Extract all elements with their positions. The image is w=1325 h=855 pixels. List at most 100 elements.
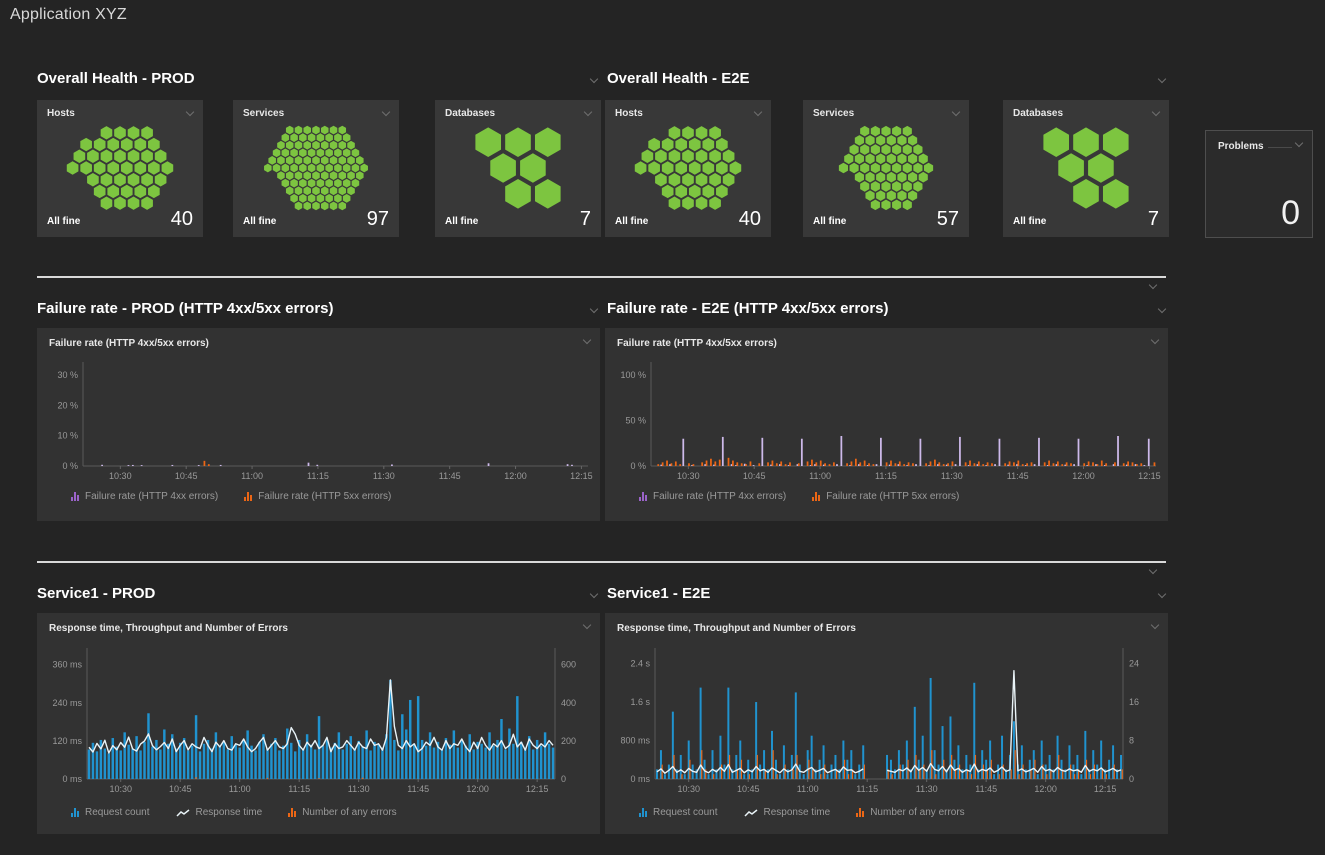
chevron-down-icon[interactable] <box>753 108 763 118</box>
svg-text:2.4 s: 2.4 s <box>630 659 650 669</box>
svg-text:12:00: 12:00 <box>1034 784 1057 794</box>
failure-e2e-chart-tile[interactable]: Failure rate (HTTP 4xx/5xx errors) 0 %50… <box>605 328 1168 521</box>
failure-prod-chart-tile[interactable]: Failure rate (HTTP 4xx/5xx errors) 0 % 10… <box>37 328 600 521</box>
legend-item[interactable]: Failure rate (HTTP 4xx errors) <box>71 491 218 502</box>
legend-label: Number of any errors <box>870 807 964 818</box>
chart-title: Response time, Throughput and Number of … <box>49 623 288 634</box>
chevron-down-icon[interactable] <box>951 108 961 118</box>
service-e2e-chart-tile[interactable]: Response time, Throughput and Number of … <box>605 613 1168 834</box>
line-icon <box>176 808 190 818</box>
section-header-overall-e2e: Overall Health - E2E <box>607 70 1169 92</box>
section-header-overall-prod: Overall Health - PROD <box>37 70 601 92</box>
svg-text:11:45: 11:45 <box>975 784 997 794</box>
bars-icon <box>812 492 820 501</box>
svg-text:10:30: 10:30 <box>109 784 132 794</box>
svg-text:50 %: 50 % <box>625 416 646 426</box>
chevron-down-icon[interactable] <box>1157 590 1167 600</box>
svg-text:10:45: 10:45 <box>175 471 198 481</box>
legend-label: Failure rate (HTTP 4xx errors) <box>653 491 786 502</box>
failure-e2e-chart-canvas: 0 %50 %100 %10:3010:4511:0011:1511:3011:… <box>605 358 1168 488</box>
chevron-down-icon[interactable] <box>589 305 599 315</box>
chevron-down-icon[interactable] <box>589 75 599 85</box>
health-tile-databases-e2e[interactable]: Databases All fine 7 <box>1003 100 1169 237</box>
section-title: Failure rate - E2E (HTTP 4xx/5xx errors) <box>607 300 889 317</box>
legend-label: Number of any errors <box>302 807 396 818</box>
section-header-failure-e2e: Failure rate - E2E (HTTP 4xx/5xx errors) <box>607 300 1169 322</box>
section-header-service-e2e: Service1 - E2E <box>607 585 1169 607</box>
failure-prod-chart-canvas: 0 %10 %20 %30 %10:3010:4511:0011:1511:30… <box>37 358 600 488</box>
tile-title: Hosts <box>615 108 643 119</box>
legend-label: Failure rate (HTTP 4xx errors) <box>85 491 218 502</box>
service-prod-chart-tile[interactable]: Response time, Throughput and Number of … <box>37 613 600 834</box>
tile-title: Services <box>243 108 284 119</box>
chevron-down-icon[interactable] <box>582 621 592 631</box>
health-tile-hosts-e2e[interactable]: Hosts All fine 40 <box>605 100 771 237</box>
problems-tile[interactable]: Problems 0 <box>1205 130 1313 238</box>
tile-status: All fine <box>1013 216 1046 227</box>
tile-count: 57 <box>937 208 959 231</box>
legend-item[interactable]: Failure rate (HTTP 5xx errors) <box>244 491 391 502</box>
chevron-down-icon[interactable] <box>1157 305 1167 315</box>
bars-icon <box>639 492 647 501</box>
honeycomb <box>1011 124 1161 212</box>
health-tile-hosts-prod[interactable]: Hosts All fine 40 <box>37 100 203 237</box>
divider <box>1268 147 1292 148</box>
svg-text:1.6 s: 1.6 s <box>630 697 650 707</box>
svg-text:240 ms: 240 ms <box>52 698 82 708</box>
svg-text:11:30: 11:30 <box>941 471 963 481</box>
svg-text:100 %: 100 % <box>620 370 646 380</box>
svg-text:12:00: 12:00 <box>466 784 489 794</box>
chevron-down-icon[interactable] <box>1148 281 1158 291</box>
svg-text:11:15: 11:15 <box>856 784 878 794</box>
bars-icon <box>856 808 864 817</box>
svg-text:11:00: 11:00 <box>229 784 251 794</box>
legend-item[interactable]: Number of any errors <box>288 807 396 818</box>
honeycomb <box>443 124 593 212</box>
legend-item[interactable]: Failure rate (HTTP 4xx errors) <box>639 491 786 502</box>
tile-status: All fine <box>243 216 276 227</box>
chevron-down-icon[interactable] <box>1148 566 1158 576</box>
legend-label: Failure rate (HTTP 5xx errors) <box>826 491 959 502</box>
health-tile-databases-prod[interactable]: Databases All fine 7 <box>435 100 601 237</box>
legend-item[interactable]: Response time <box>744 807 831 818</box>
svg-text:0 ms: 0 ms <box>62 774 82 784</box>
health-tile-services-prod[interactable]: Services All fine 97 <box>233 100 399 237</box>
legend-item[interactable]: Response time <box>176 807 263 818</box>
legend: Failure rate (HTTP 4xx errors) Failure r… <box>71 491 391 502</box>
svg-text:200: 200 <box>561 736 576 746</box>
chevron-down-icon[interactable] <box>1150 336 1160 346</box>
tile-count: 40 <box>171 208 193 231</box>
svg-text:11:00: 11:00 <box>241 471 263 481</box>
chevron-down-icon[interactable] <box>381 108 391 118</box>
chevron-down-icon[interactable] <box>583 108 593 118</box>
svg-text:10:45: 10:45 <box>169 784 192 794</box>
svg-text:0 %: 0 % <box>62 461 78 471</box>
legend-item[interactable]: Failure rate (HTTP 5xx errors) <box>812 491 959 502</box>
chevron-down-icon[interactable] <box>1151 108 1161 118</box>
honeycomb <box>613 124 763 212</box>
health-tile-services-e2e[interactable]: Services All fine 57 <box>803 100 969 237</box>
legend-item[interactable]: Request count <box>71 807 150 818</box>
line-icon <box>744 808 758 818</box>
chevron-down-icon[interactable] <box>185 108 195 118</box>
legend-label: Failure rate (HTTP 5xx errors) <box>258 491 391 502</box>
chevron-down-icon[interactable] <box>582 336 592 346</box>
chevron-down-icon[interactable] <box>1294 139 1304 149</box>
chevron-down-icon[interactable] <box>1157 75 1167 85</box>
svg-text:11:45: 11:45 <box>407 784 429 794</box>
svg-text:8: 8 <box>1129 736 1134 746</box>
tile-title: Hosts <box>47 108 75 119</box>
svg-text:12:15: 12:15 <box>1138 471 1161 481</box>
svg-text:12:15: 12:15 <box>526 784 549 794</box>
section-header-failure-prod: Failure rate - PROD (HTTP 4xx/5xx errors… <box>37 300 601 322</box>
chart-title: Failure rate (HTTP 4xx/5xx errors) <box>49 338 209 349</box>
chevron-down-icon[interactable] <box>1150 621 1160 631</box>
svg-text:10:45: 10:45 <box>743 471 766 481</box>
section-title: Service1 - PROD <box>37 585 155 602</box>
svg-text:10:30: 10:30 <box>677 784 700 794</box>
chevron-down-icon[interactable] <box>589 590 599 600</box>
legend-item[interactable]: Request count <box>639 807 718 818</box>
legend-item[interactable]: Number of any errors <box>856 807 964 818</box>
bars-icon <box>639 808 647 817</box>
problems-label: Problems <box>1218 141 1264 152</box>
